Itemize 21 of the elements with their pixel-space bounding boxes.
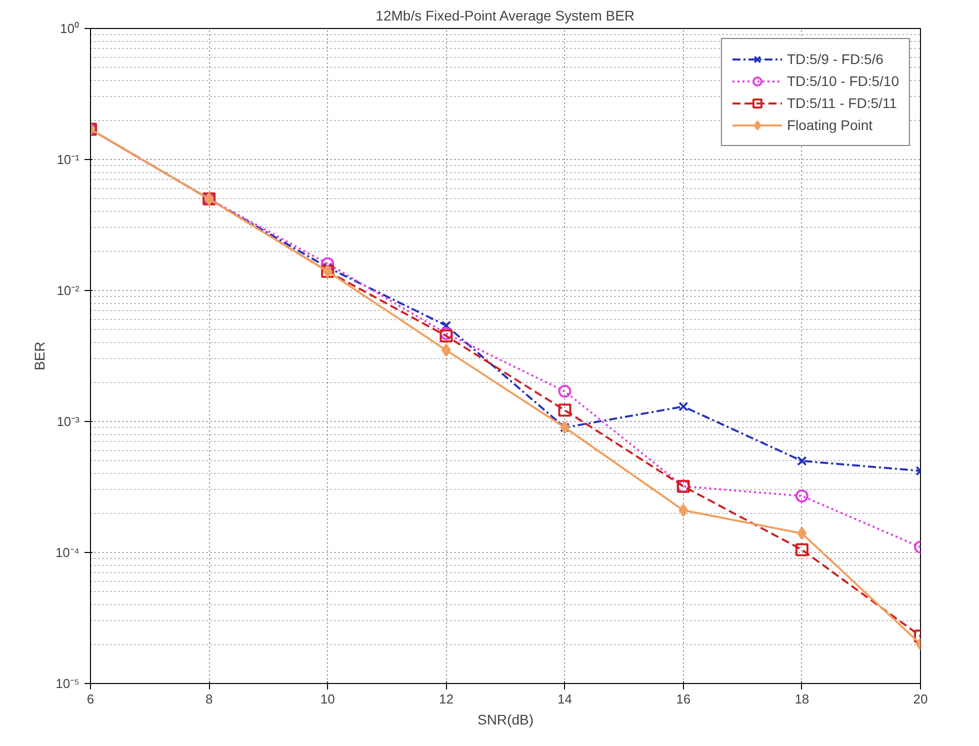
x-tick-label: 10 <box>320 692 335 706</box>
y-axis-title: BER <box>31 342 48 370</box>
x-tick-label: 14 <box>558 692 572 706</box>
legend-label: TD:5/10 - FD:5/10 <box>786 73 899 89</box>
y-tick-label: 10⁻⁵ <box>56 676 80 691</box>
legend-label: TD:5/9 - FD:5/6 <box>786 51 884 67</box>
y-tick-label: 10⁻⁴ <box>55 545 80 560</box>
y-tick-label: 10⁰ <box>60 21 80 36</box>
legend-label: Floating Point <box>786 117 873 133</box>
y-tick-label: 10⁻³ <box>56 414 80 429</box>
x-tick-label: 20 <box>913 692 928 706</box>
x-tick-label: 18 <box>794 692 810 706</box>
x-tick-label: 16 <box>676 692 691 706</box>
x-tick-label: 8 <box>205 692 213 706</box>
chart-title: 12Mb/s Fixed-Point Average System BER <box>376 8 635 24</box>
x-axis-title: SNR(dB) <box>477 712 534 728</box>
x-tick-label: 6 <box>86 692 94 706</box>
x-tick-label: 12 <box>438 692 454 706</box>
y-tick-label: 10⁻² <box>56 283 80 298</box>
legend-label: TD:5/11 - FD:5/11 <box>786 95 897 111</box>
y-tick-label: 10⁻¹ <box>56 152 80 167</box>
